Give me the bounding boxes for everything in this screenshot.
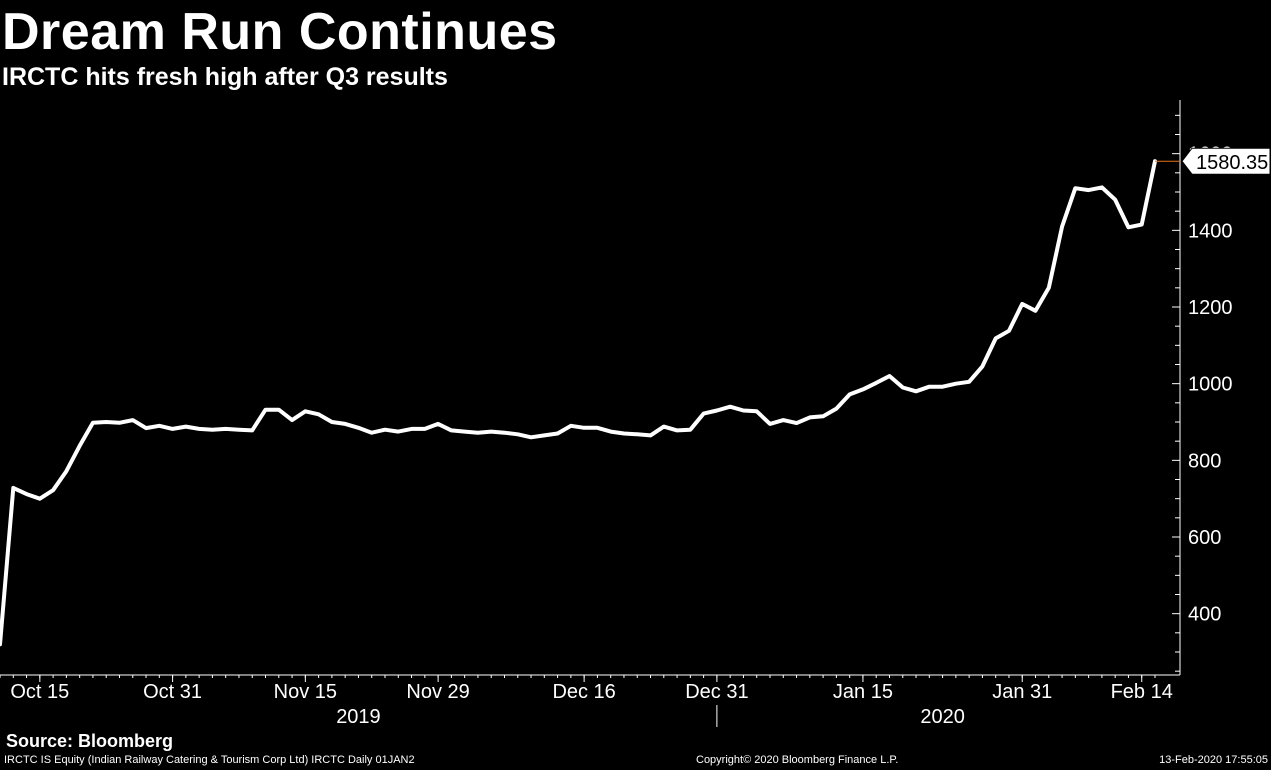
x-tick-label: Dec 16 xyxy=(552,681,615,703)
chart-subtitle: IRCTC hits fresh high after Q3 results xyxy=(2,63,448,91)
x-tick-label: Jan 31 xyxy=(992,681,1052,703)
x-tick-label: Jan 15 xyxy=(833,681,893,703)
x-year-label: 2020 xyxy=(920,706,965,728)
x-tick-label: Oct 31 xyxy=(143,681,202,703)
price-series-line xyxy=(0,159,1157,647)
footer-timestamp: 13-Feb-2020 17:55:05 xyxy=(1159,754,1268,766)
x-tick-label: Nov 29 xyxy=(406,681,469,703)
footer-ticker-info: IRCTC IS Equity (Indian Railway Catering… xyxy=(4,754,415,766)
x-year-label: 2019 xyxy=(336,706,381,728)
chart-title: Dream Run Continues xyxy=(2,3,558,61)
last-price-tag xyxy=(1181,147,1271,175)
y-tick-label: 1000 xyxy=(1188,374,1233,396)
y-tick-label: 1200 xyxy=(1188,297,1233,319)
last-price-label: 1580.35 xyxy=(1196,152,1268,174)
source-note: Source: Bloomberg xyxy=(6,731,174,751)
x-tick-label: Oct 15 xyxy=(10,681,69,703)
footer-copyright: Copyright© 2020 Bloomberg Finance L.P. xyxy=(696,754,899,766)
y-tick-label: 1400 xyxy=(1188,220,1233,242)
y-tick-label: 800 xyxy=(1188,450,1221,472)
x-tick-label: Feb 14 xyxy=(1111,681,1173,703)
x-tick-label: Nov 15 xyxy=(274,681,337,703)
y-tick-label: 600 xyxy=(1188,527,1221,549)
y-tick-label: 400 xyxy=(1188,604,1221,626)
x-tick-label: Dec 31 xyxy=(685,681,748,703)
